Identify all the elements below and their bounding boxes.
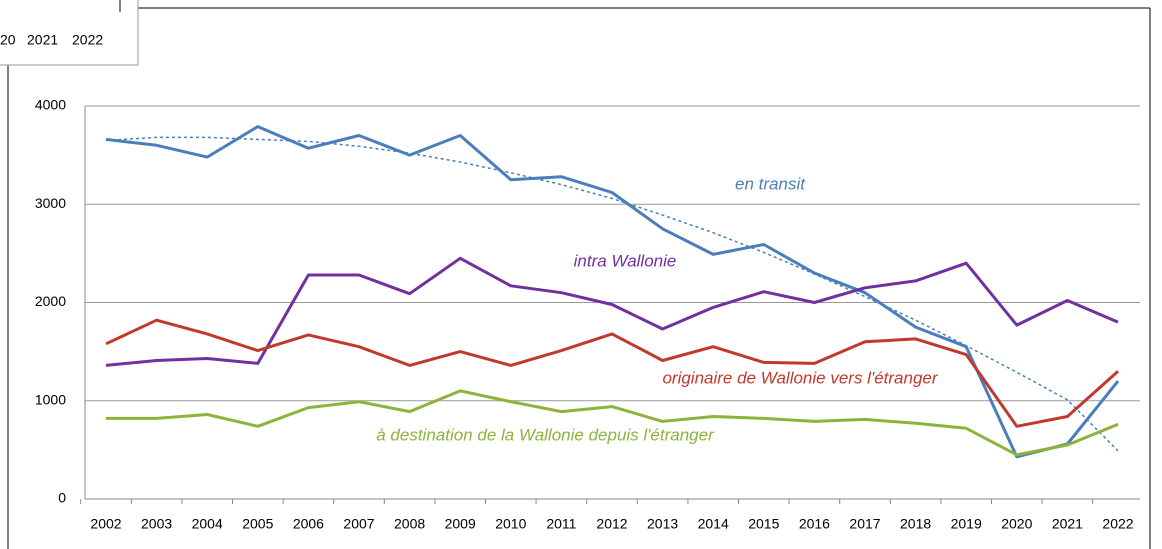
y-tick-label: 4000	[35, 97, 66, 113]
x-tick-label: 2005	[242, 516, 273, 532]
x-tick-label: 2008	[394, 516, 425, 532]
x-tick-label: 2017	[849, 516, 880, 532]
x-tick-label: 2012	[596, 516, 627, 532]
series-line	[105, 256, 1119, 367]
x-tick-label: 2010	[495, 516, 526, 532]
series-label: à destination de la Wallonie depuis l'ét…	[376, 425, 715, 444]
y-tick-label: 2000	[35, 293, 66, 309]
series-line	[106, 389, 1119, 457]
x-tick-label: 2022	[1102, 516, 1133, 532]
y-tick-label: 3000	[35, 195, 66, 211]
inset-box	[0, 0, 139, 66]
series-line	[105, 125, 1120, 459]
inset-label: 20	[0, 32, 16, 48]
x-tick-label: 2007	[343, 516, 374, 532]
x-tick-label: 2015	[748, 516, 779, 532]
x-tick-label: 2013	[647, 516, 678, 532]
x-tick-label: 2006	[293, 516, 324, 532]
x-tick-label: 2003	[141, 516, 172, 532]
x-tick-label: 2020	[1001, 516, 1032, 532]
x-tick-label: 2018	[900, 516, 931, 532]
x-tick-label: 2021	[1052, 516, 1083, 532]
series-label: intra Wallonie	[574, 251, 677, 270]
y-tick-label: 0	[58, 490, 66, 506]
x-tick-label: 2009	[445, 516, 476, 532]
trend-line	[105, 136, 1119, 452]
x-tick-label: 2014	[698, 516, 729, 532]
x-tick-label: 2002	[90, 516, 121, 532]
series-label: en transit	[735, 174, 806, 193]
x-tick-label: 2011	[546, 516, 576, 532]
series-line	[105, 318, 1119, 428]
inset-label: 2022	[72, 32, 103, 48]
x-tick-label: 2016	[799, 516, 830, 532]
series-label: originaire de Wallonie vers l'étranger	[662, 368, 938, 387]
y-tick-label: 1000	[35, 391, 66, 407]
x-tick-label: 2019	[951, 516, 982, 532]
x-tick-label: 2004	[192, 516, 223, 532]
inset-label: 2021	[27, 32, 58, 48]
